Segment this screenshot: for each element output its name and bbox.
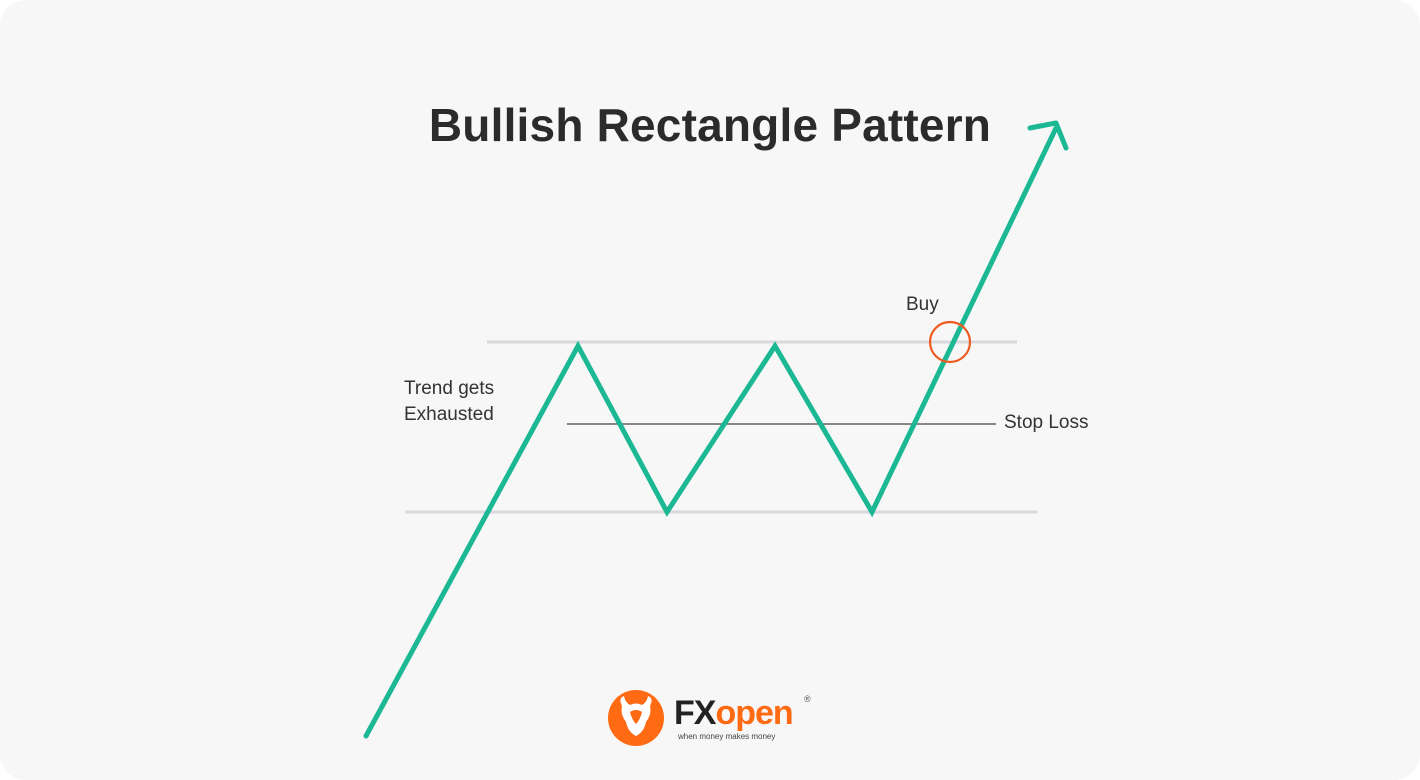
buy-marker <box>928 320 972 364</box>
diagram-title: Bullish Rectangle Pattern <box>428 99 992 151</box>
fxopen-logo: FXopen ® when money makes money <box>608 690 818 746</box>
stop-loss-label: Stop Loss <box>1004 412 1089 433</box>
arrowhead-icon <box>1027 120 1069 151</box>
logo-wordmark: FXopen <box>674 694 794 733</box>
buy-label: Buy <box>906 294 939 315</box>
registered-mark: ® <box>804 694 811 704</box>
trend-exhausted-text: Trend gets Exhausted <box>404 378 495 425</box>
logo-open-text: open <box>715 694 793 732</box>
price-line <box>363 125 1059 739</box>
logo-tagline: when money makes money <box>678 732 776 741</box>
trend-exhausted-label: Trend gets Exhausted <box>404 376 514 428</box>
logo-fx-text: FX <box>674 694 716 732</box>
bull-head-icon <box>608 690 664 746</box>
